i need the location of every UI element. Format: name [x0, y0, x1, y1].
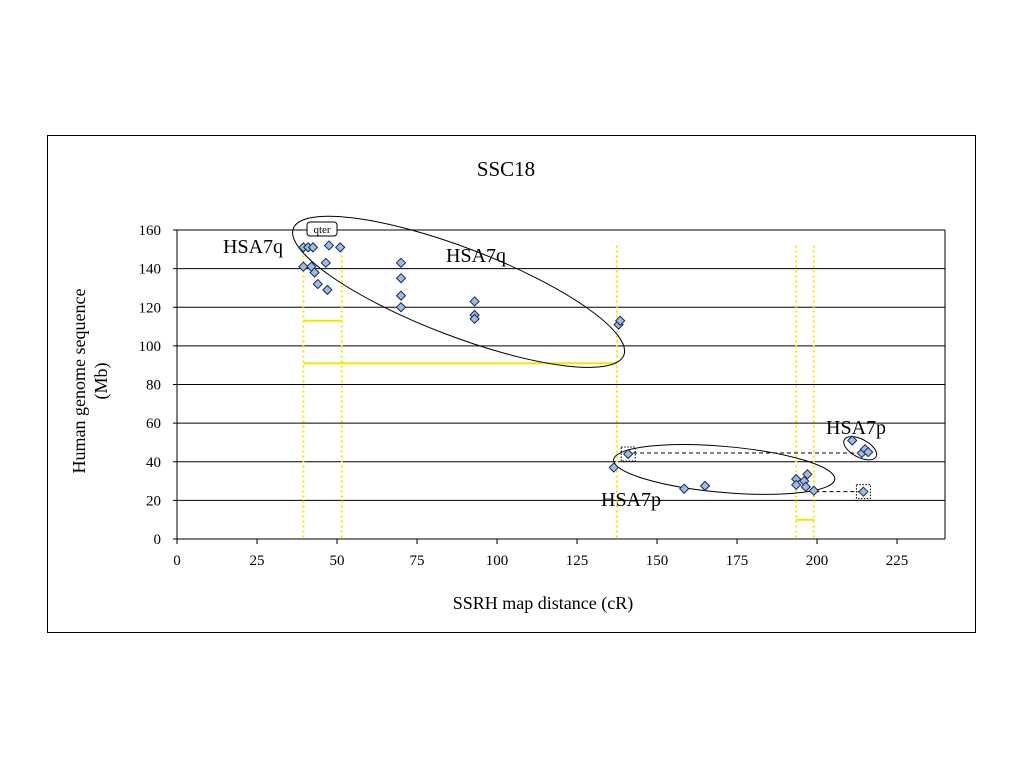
- hsa7p-label-lower: HSA7p: [601, 489, 661, 511]
- hsa7p-label-right: HSA7p: [826, 417, 886, 439]
- data-point: [800, 481, 812, 493]
- hsa7q-label-center: HSA7q: [446, 245, 506, 267]
- data-point: [395, 290, 407, 301]
- hsa7q-label-left: HSA7q: [223, 236, 283, 258]
- data-point: [699, 480, 711, 492]
- data-point: [334, 242, 346, 253]
- group-ellipses: [292, 215, 878, 495]
- data-point: [322, 284, 333, 296]
- x-tick-label-100: 100: [486, 553, 509, 569]
- data-point: [469, 313, 480, 325]
- y-tick-label-120: 120: [139, 300, 162, 316]
- ellipse-hsa7p-large: [613, 444, 836, 495]
- data-point: [395, 257, 407, 269]
- y-tick-label-40: 40: [146, 455, 161, 471]
- qter-label: qter: [313, 224, 330, 236]
- data-point: [309, 267, 320, 278]
- data-point: [395, 273, 407, 284]
- y-tick-label-0: 0: [154, 532, 162, 548]
- x-tick-label-25: 25: [250, 553, 265, 569]
- x-tick-label-0: 0: [173, 553, 181, 569]
- data-point: [320, 257, 332, 269]
- data-point: [312, 278, 324, 290]
- data-point: [858, 486, 869, 497]
- x-tick-label-125: 125: [566, 553, 589, 569]
- y-tick-label-140: 140: [139, 262, 162, 278]
- ellipse-hsa7q: [292, 215, 626, 368]
- y-axis-label-line2: (Mb): [91, 363, 112, 400]
- chart-title: SSC18: [477, 157, 535, 181]
- qter-box: [306, 221, 338, 237]
- data-point: [678, 483, 690, 494]
- data-point: [608, 462, 620, 473]
- scatter-chart: 0 20 40 60 80 100 120 140 160 0 25 50 75 100 125 150 175…: [69, 157, 946, 614]
- x-tick-label-150: 150: [646, 553, 669, 569]
- chart-frame: 0 20 40 60 80 100 120 140 160 0 25 50 75 100 125 150 175…: [47, 135, 976, 633]
- data-point: [298, 261, 309, 272]
- axes: 0 20 40 60 80 100 120 140 160 0 25 50 75 100 125 150 175…: [139, 223, 946, 569]
- y-axis-label-line1: Human genome sequence: [69, 289, 89, 474]
- connector-lines: [620, 446, 871, 500]
- data-point: [622, 448, 634, 460]
- data-points: [298, 240, 874, 497]
- x-tick-label-200: 200: [806, 553, 829, 569]
- ellipse-hsa7p-small: [843, 436, 878, 461]
- data-point: [846, 435, 858, 446]
- data-point: [395, 302, 407, 313]
- data-point: [802, 469, 813, 480]
- x-tick-label-175: 175: [726, 553, 749, 569]
- y-tick-label-20: 20: [146, 493, 161, 509]
- dotted-box-1: [855, 484, 871, 500]
- x-tick-label-75: 75: [410, 553, 425, 569]
- gridlines: [177, 229, 945, 540]
- data-point: [323, 240, 335, 251]
- x-tick-label-50: 50: [330, 553, 345, 569]
- data-point: [307, 242, 319, 253]
- data-point: [862, 446, 874, 458]
- dotted-box-0: [620, 446, 636, 462]
- y-tick-label-80: 80: [146, 378, 161, 394]
- data-point: [614, 315, 626, 326]
- y-tick-label-160: 160: [139, 223, 162, 239]
- yellow-interval-markers: [302, 245, 815, 539]
- x-axis-label: SSRH map distance (cR): [453, 593, 633, 614]
- data-point: [808, 485, 820, 496]
- x-tick-label-225: 225: [886, 553, 909, 569]
- data-point: [790, 479, 802, 491]
- y-tick-label-60: 60: [146, 416, 161, 432]
- y-tick-label-100: 100: [139, 339, 162, 355]
- data-point: [469, 296, 480, 307]
